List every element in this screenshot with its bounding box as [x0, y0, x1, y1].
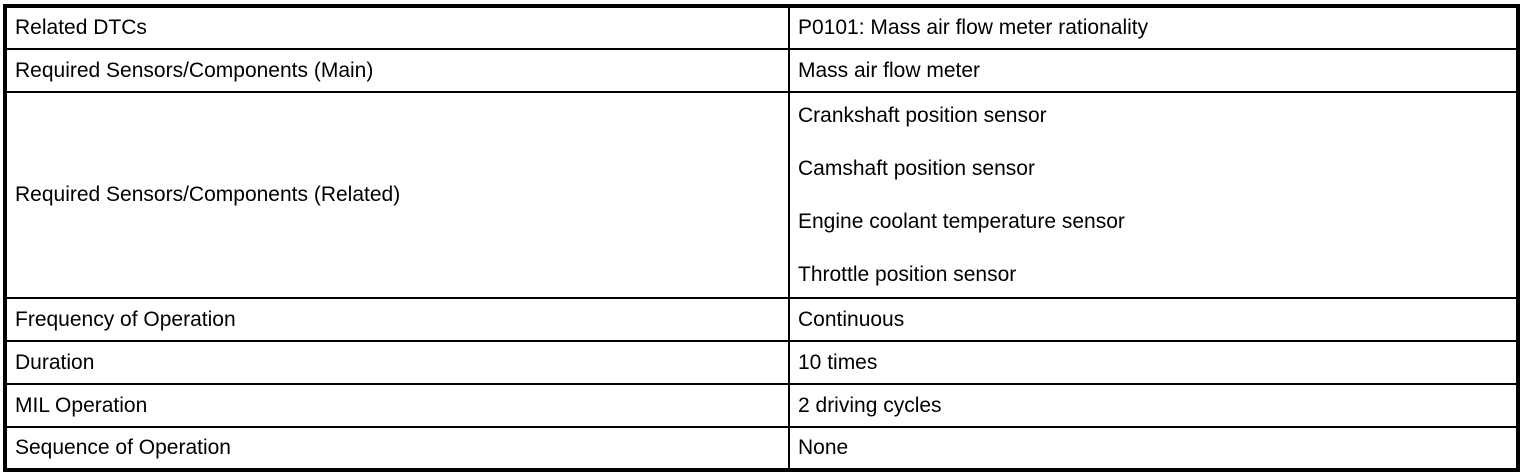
row-value: P0101: Mass air flow meter rationality: [788, 5, 1519, 50]
row-value: 10 times: [788, 340, 1519, 385]
row-label: Required Sensors/Components (Main): [4, 48, 790, 93]
table-row-duration: Duration 10 times: [4, 340, 1519, 385]
table-row-related-dtcs: Related DTCs P0101: Mass air flow meter …: [4, 5, 1519, 50]
table-row-required-main: Required Sensors/Components (Main) Mass …: [4, 48, 1519, 93]
row-label: Sequence of Operation: [4, 426, 790, 471]
row-value: None: [788, 426, 1519, 471]
row-label: Required Sensors/Components (Related): [4, 91, 790, 299]
row-value-list: Crankshaft position sensor Camshaft posi…: [788, 91, 1519, 299]
row-value: Continuous: [788, 297, 1519, 342]
list-item: Crankshaft position sensor: [798, 103, 1047, 127]
row-label: Related DTCs: [4, 5, 790, 50]
list-item: Engine coolant temperature sensor: [798, 209, 1125, 233]
list-item: Throttle position sensor: [798, 262, 1017, 286]
row-value: Mass air flow meter: [788, 48, 1519, 93]
table-row-sequence: Sequence of Operation None: [4, 426, 1519, 471]
table-row-frequency: Frequency of Operation Continuous: [4, 297, 1519, 342]
row-label: MIL Operation: [4, 383, 790, 428]
table-row-required-related: Required Sensors/Components (Related) Cr…: [4, 91, 1519, 299]
table-row-mil-operation: MIL Operation 2 driving cycles: [4, 383, 1519, 428]
list-item: Camshaft position sensor: [798, 156, 1035, 180]
row-value: 2 driving cycles: [788, 383, 1519, 428]
row-label: Frequency of Operation: [4, 297, 790, 342]
dtc-spec-table: Related DTCs P0101: Mass air flow meter …: [3, 4, 1520, 472]
row-label: Duration: [4, 340, 790, 385]
